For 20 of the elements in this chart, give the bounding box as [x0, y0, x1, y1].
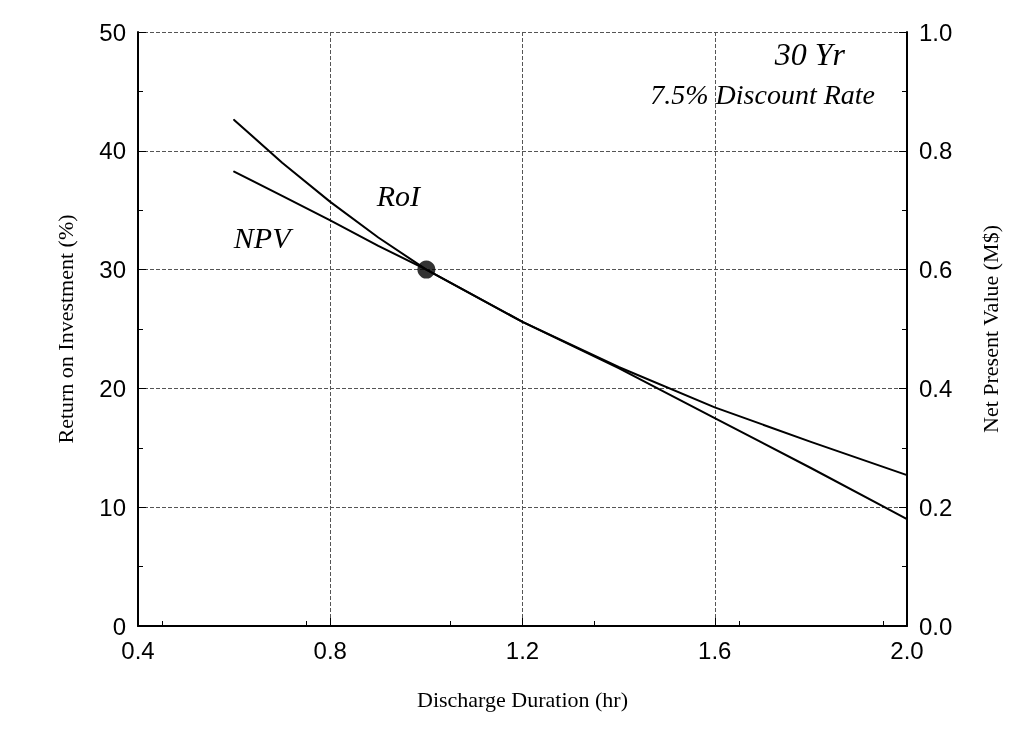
y2-tick-label: 0.2	[919, 493, 953, 521]
x-axis-title: Discharge Duration (hr)	[417, 686, 628, 712]
y-tick-label: 10	[99, 493, 126, 521]
y2-tick-label: 0.8	[919, 137, 953, 165]
y2-tick-label: 1.0	[919, 18, 953, 46]
y-tick-label: 40	[99, 137, 126, 165]
y2-tick-label: 0.6	[919, 256, 953, 284]
y2-axis-title: Net Present Value (M$)	[977, 225, 1003, 433]
y-axis-title: Return on Investment (%)	[52, 214, 78, 444]
y-tick-label: 30	[99, 256, 126, 284]
annotation: 30 Yr	[773, 36, 846, 72]
y2-tick-label: 0.4	[919, 374, 953, 402]
x-tick-label: 1.6	[698, 636, 732, 664]
x-tick-label: 0.8	[313, 636, 347, 664]
y-tick-label: 50	[99, 18, 126, 46]
y-tick-label: 20	[99, 374, 126, 402]
x-tick-label: 1.2	[505, 636, 540, 664]
series-label: NPV	[232, 221, 295, 255]
series-label: RoI	[375, 179, 422, 213]
annotation: 7.5% Discount Rate	[650, 78, 876, 110]
